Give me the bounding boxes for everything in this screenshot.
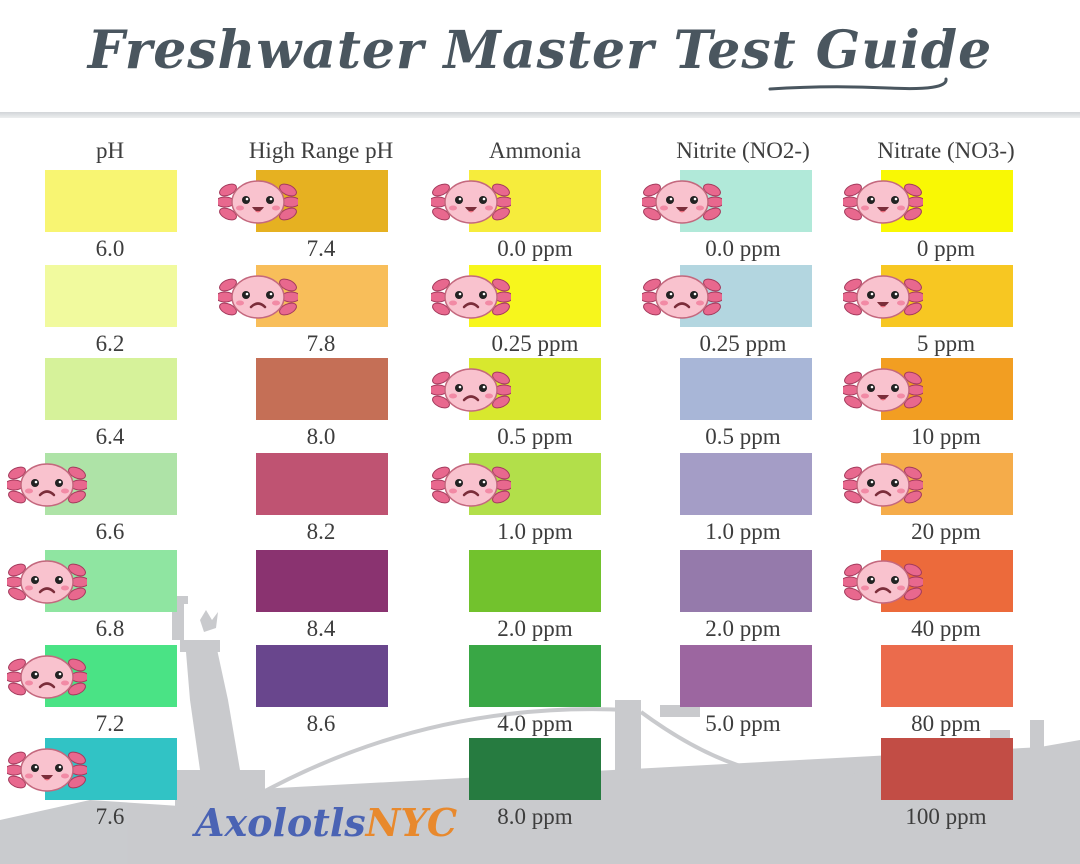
reading-value: 0 ppm bbox=[916, 236, 976, 261]
logo-text-part2: NYC bbox=[365, 800, 458, 845]
sad-axolotl-icon bbox=[215, 271, 301, 321]
column-header: Ammonia bbox=[489, 138, 581, 163]
reading-value: 7.8 bbox=[306, 331, 336, 356]
color-swatch bbox=[45, 358, 177, 420]
reading-value: 5.0 ppm bbox=[705, 711, 781, 736]
axolotls-nyc-logo: AxolotlsNYC bbox=[195, 800, 457, 845]
sad-axolotl-icon bbox=[4, 556, 90, 606]
reading-value: 6.8 bbox=[95, 616, 125, 641]
reading-value: 1.0 ppm bbox=[497, 519, 573, 544]
sad-axolotl-icon bbox=[840, 459, 926, 509]
reading-value: 6.0 bbox=[95, 236, 125, 261]
color-swatch bbox=[256, 453, 388, 515]
reading-value: 5 ppm bbox=[916, 331, 976, 356]
reading-value: 6.4 bbox=[95, 424, 125, 449]
color-swatch bbox=[45, 170, 177, 232]
column-header: High Range pH bbox=[248, 138, 394, 163]
color-swatch bbox=[680, 550, 812, 612]
reading-value: 40 ppm bbox=[911, 616, 981, 641]
reading-value: 100 ppm bbox=[905, 804, 987, 829]
color-swatch bbox=[881, 738, 1013, 800]
reading-value: 20 ppm bbox=[911, 519, 981, 544]
happy-axolotl-icon bbox=[428, 176, 514, 226]
color-swatch bbox=[256, 358, 388, 420]
reading-value: 4.0 ppm bbox=[497, 711, 573, 736]
happy-axolotl-icon bbox=[840, 364, 926, 414]
happy-axolotl-icon bbox=[4, 744, 90, 794]
reading-value: 8.6 bbox=[306, 711, 336, 736]
reading-value: 0.5 ppm bbox=[497, 424, 573, 449]
reading-value: 8.4 bbox=[306, 616, 336, 641]
color-swatch bbox=[469, 550, 601, 612]
color-swatch bbox=[469, 738, 601, 800]
color-swatch bbox=[881, 645, 1013, 707]
color-swatch bbox=[469, 645, 601, 707]
reading-value: 10 ppm bbox=[911, 424, 981, 449]
column-header: Nitrate (NO3-) bbox=[877, 138, 1015, 163]
reading-value: 2.0 ppm bbox=[705, 616, 781, 641]
sad-axolotl-icon bbox=[639, 271, 725, 321]
color-swatch bbox=[680, 453, 812, 515]
reading-value: 80 ppm bbox=[911, 711, 981, 736]
reading-value: 8.0 ppm bbox=[497, 804, 573, 829]
reading-value: 8.2 bbox=[306, 519, 336, 544]
color-swatch bbox=[256, 550, 388, 612]
sad-axolotl-icon bbox=[4, 459, 90, 509]
reading-value: 1.0 ppm bbox=[705, 519, 781, 544]
reading-value: 0.5 ppm bbox=[705, 424, 781, 449]
reading-value: 7.2 bbox=[95, 711, 125, 736]
color-swatch bbox=[680, 358, 812, 420]
reading-value: 0.25 ppm bbox=[491, 331, 579, 356]
reading-value: 6.6 bbox=[95, 519, 125, 544]
happy-axolotl-icon bbox=[639, 176, 725, 226]
logo-text-part1: Axolotls bbox=[195, 800, 366, 845]
reading-value: 6.2 bbox=[95, 331, 125, 356]
reading-value: 7.4 bbox=[306, 236, 336, 261]
sad-axolotl-icon bbox=[840, 556, 926, 606]
reading-value: 2.0 ppm bbox=[497, 616, 573, 641]
header-divider bbox=[0, 112, 1080, 118]
reading-value: 7.6 bbox=[95, 804, 125, 829]
color-swatch bbox=[45, 265, 177, 327]
reading-value: 0.25 ppm bbox=[699, 331, 787, 356]
header: Freshwater Master Test Guide bbox=[0, 0, 1080, 112]
title-underline-flourish bbox=[768, 77, 948, 91]
column-header: Nitrite (NO2-) bbox=[676, 138, 810, 163]
happy-axolotl-icon bbox=[840, 271, 926, 321]
color-swatch bbox=[680, 645, 812, 707]
sad-axolotl-icon bbox=[428, 271, 514, 321]
sad-axolotl-icon bbox=[428, 364, 514, 414]
happy-axolotl-icon bbox=[215, 176, 301, 226]
column-header: pH bbox=[95, 138, 125, 163]
reading-value: 0.0 ppm bbox=[497, 236, 573, 261]
reading-value: 8.0 bbox=[306, 424, 336, 449]
reading-value: 0.0 ppm bbox=[705, 236, 781, 261]
sad-axolotl-icon bbox=[4, 651, 90, 701]
sad-axolotl-icon bbox=[428, 459, 514, 509]
color-swatch bbox=[256, 645, 388, 707]
page-title: Freshwater Master Test Guide bbox=[87, 20, 993, 81]
happy-axolotl-icon bbox=[840, 176, 926, 226]
